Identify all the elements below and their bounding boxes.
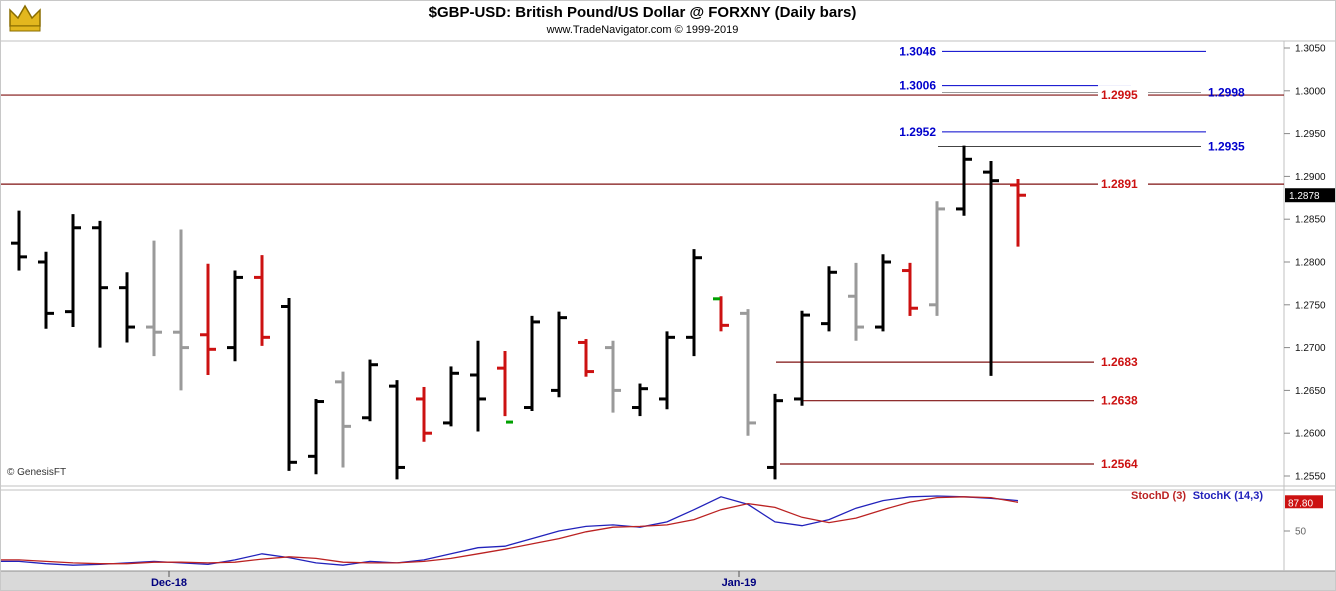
stoch-axis-label: 50 [1295,527,1307,538]
stochd-legend-label: StochD (3) [1131,490,1186,502]
stochastic-lines [1,495,1019,566]
date-axis-label: Jan-19 [722,577,757,589]
genesis-logo-icon [9,4,41,32]
panel-frames [1,40,1335,590]
price-axis-label: 1.2800 [1295,258,1326,269]
price-level-label: 1.2952 [899,125,936,139]
date-axis[interactable]: Dec-18 Jan-19 [151,571,756,589]
price-level-label: 1.3006 [899,79,936,93]
price-axis-label: 1.2550 [1295,472,1326,483]
price-axis-label: 1.2650 [1295,386,1326,397]
date-axis-band [1,571,1335,590]
credit: © GenesisFT [7,467,66,478]
stoch-legend: StochD (3) StochK (14,3) [1131,490,1263,502]
annotation-labels: 1.3046 1.3006 1.2998 1.2995 1.2952 1.2935 1.28… [899,44,1245,471]
price-level-label: 1.2891 [1101,177,1138,191]
price-axis-label: 1.2600 [1295,429,1326,440]
price-axis[interactable]: 1.3050 1.3000 1.2950 1.2900 1.2850 1.2800 1.27… [1284,44,1326,538]
price-axis-label: 1.2900 [1295,172,1326,183]
annotation-lines [1,50,1284,465]
axis-badges: 1.2878 87.80 [1285,188,1335,509]
stoch-value: 87.80 [1288,498,1313,509]
stoch-value-badge [1285,495,1323,509]
price-level-label: 1.2935 [1208,139,1245,153]
price-axis-label: 1.2950 [1295,129,1326,140]
price-level-label: 1.2638 [1101,394,1138,408]
price-level-label: 1.2683 [1101,355,1138,369]
price-level-label: 1.3046 [899,44,936,58]
last-price-value: 1.2878 [1289,191,1320,202]
price-axis-label: 1.3000 [1295,86,1326,97]
price-axis-label: 1.3050 [1295,44,1326,55]
price-axis-label: 1.2700 [1295,343,1326,354]
stochk-line [1,495,1019,566]
price-level-label: 1.2998 [1208,86,1245,100]
chart-title: $GBP-USD: British Pound/US Dollar @ FORX… [428,4,857,21]
price-axis-label: 1.2850 [1295,215,1326,226]
last-price-badge [1285,188,1335,203]
chart-subtitle: www.TradeNavigator.com © 1999-2019 [546,24,739,36]
price-level-label: 1.2564 [1101,457,1138,471]
date-axis-label: Dec-18 [151,577,187,589]
stochd-line [1,496,1019,565]
price-axis-label: 1.2750 [1295,300,1326,311]
price-bars [11,145,1026,480]
genesisft-credit: © GenesisFT [7,467,66,478]
price-level-label: 1.2995 [1101,88,1138,102]
stochk-legend-label: StochK (14,3) [1193,490,1264,502]
